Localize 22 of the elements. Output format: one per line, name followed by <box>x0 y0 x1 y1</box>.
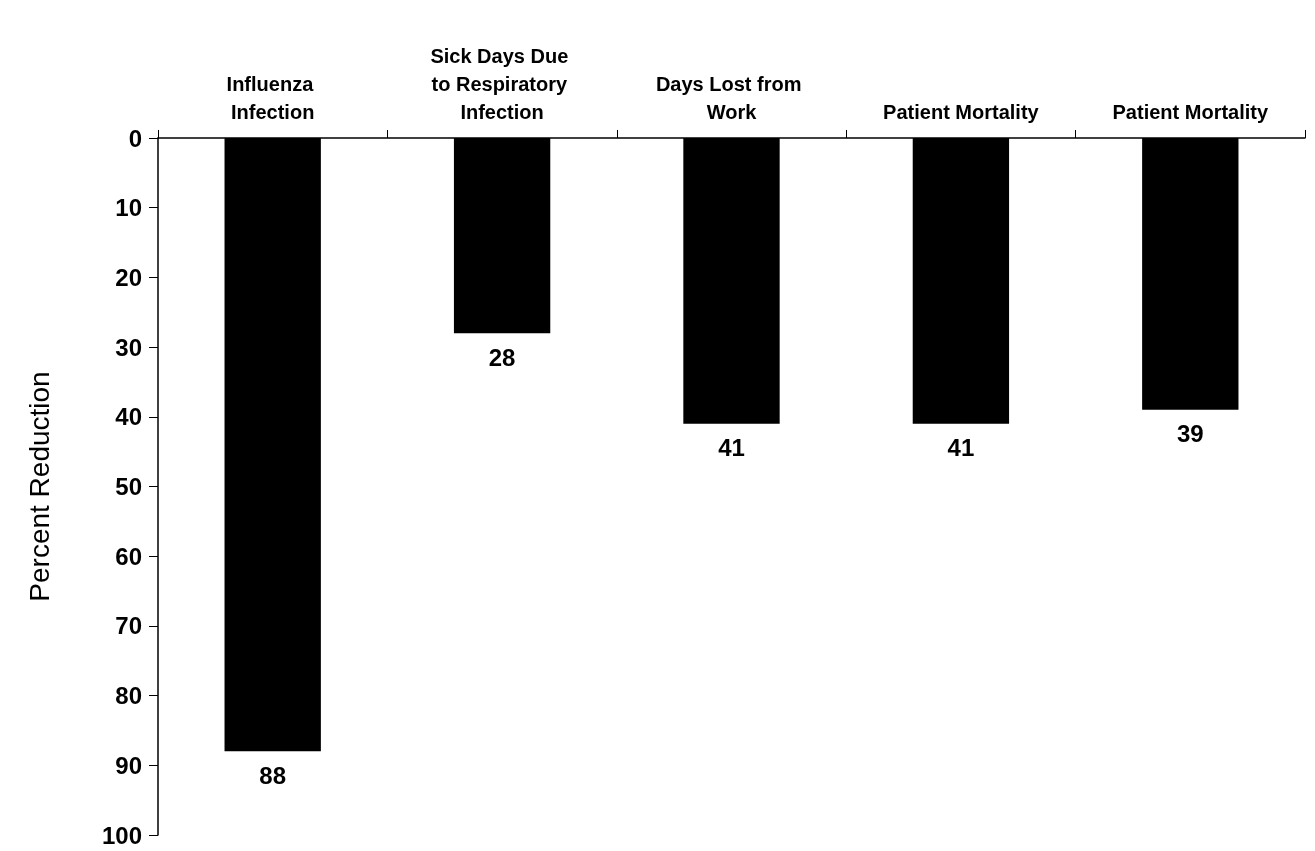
y-tick-label: 30 <box>115 333 142 361</box>
y-tick-label: 80 <box>115 682 142 710</box>
data-label: 39 <box>1176 420 1204 448</box>
x-tick-label: Days Lost from Work <box>655 73 808 123</box>
x-tick-label: Patient Mortality <box>1112 101 1269 123</box>
y-tick-label: 70 <box>115 612 142 640</box>
y-tick-label: 40 <box>115 403 142 431</box>
y-tick-label: 20 <box>115 263 142 291</box>
y-tick-label: 0 <box>128 124 142 152</box>
y-axis-title: Percent Reduction <box>23 371 55 602</box>
x-tick-label: Patient Mortality <box>883 101 1040 123</box>
y-tick-label: 90 <box>115 751 142 779</box>
y-tick-label: 100 <box>101 821 142 849</box>
y-tick-label: 50 <box>115 473 142 500</box>
data-label: 28 <box>488 343 516 371</box>
data-label: 41 <box>947 434 975 462</box>
data-label: 41 <box>718 434 745 462</box>
x-tick-label: Sick Days Due to Respiratory Infection <box>430 45 574 123</box>
y-tick-label: 10 <box>115 194 142 222</box>
x-tick-label: Influenza Infection <box>226 73 319 123</box>
data-label: 88 <box>259 761 287 789</box>
y-tick-label: 60 <box>115 542 142 570</box>
